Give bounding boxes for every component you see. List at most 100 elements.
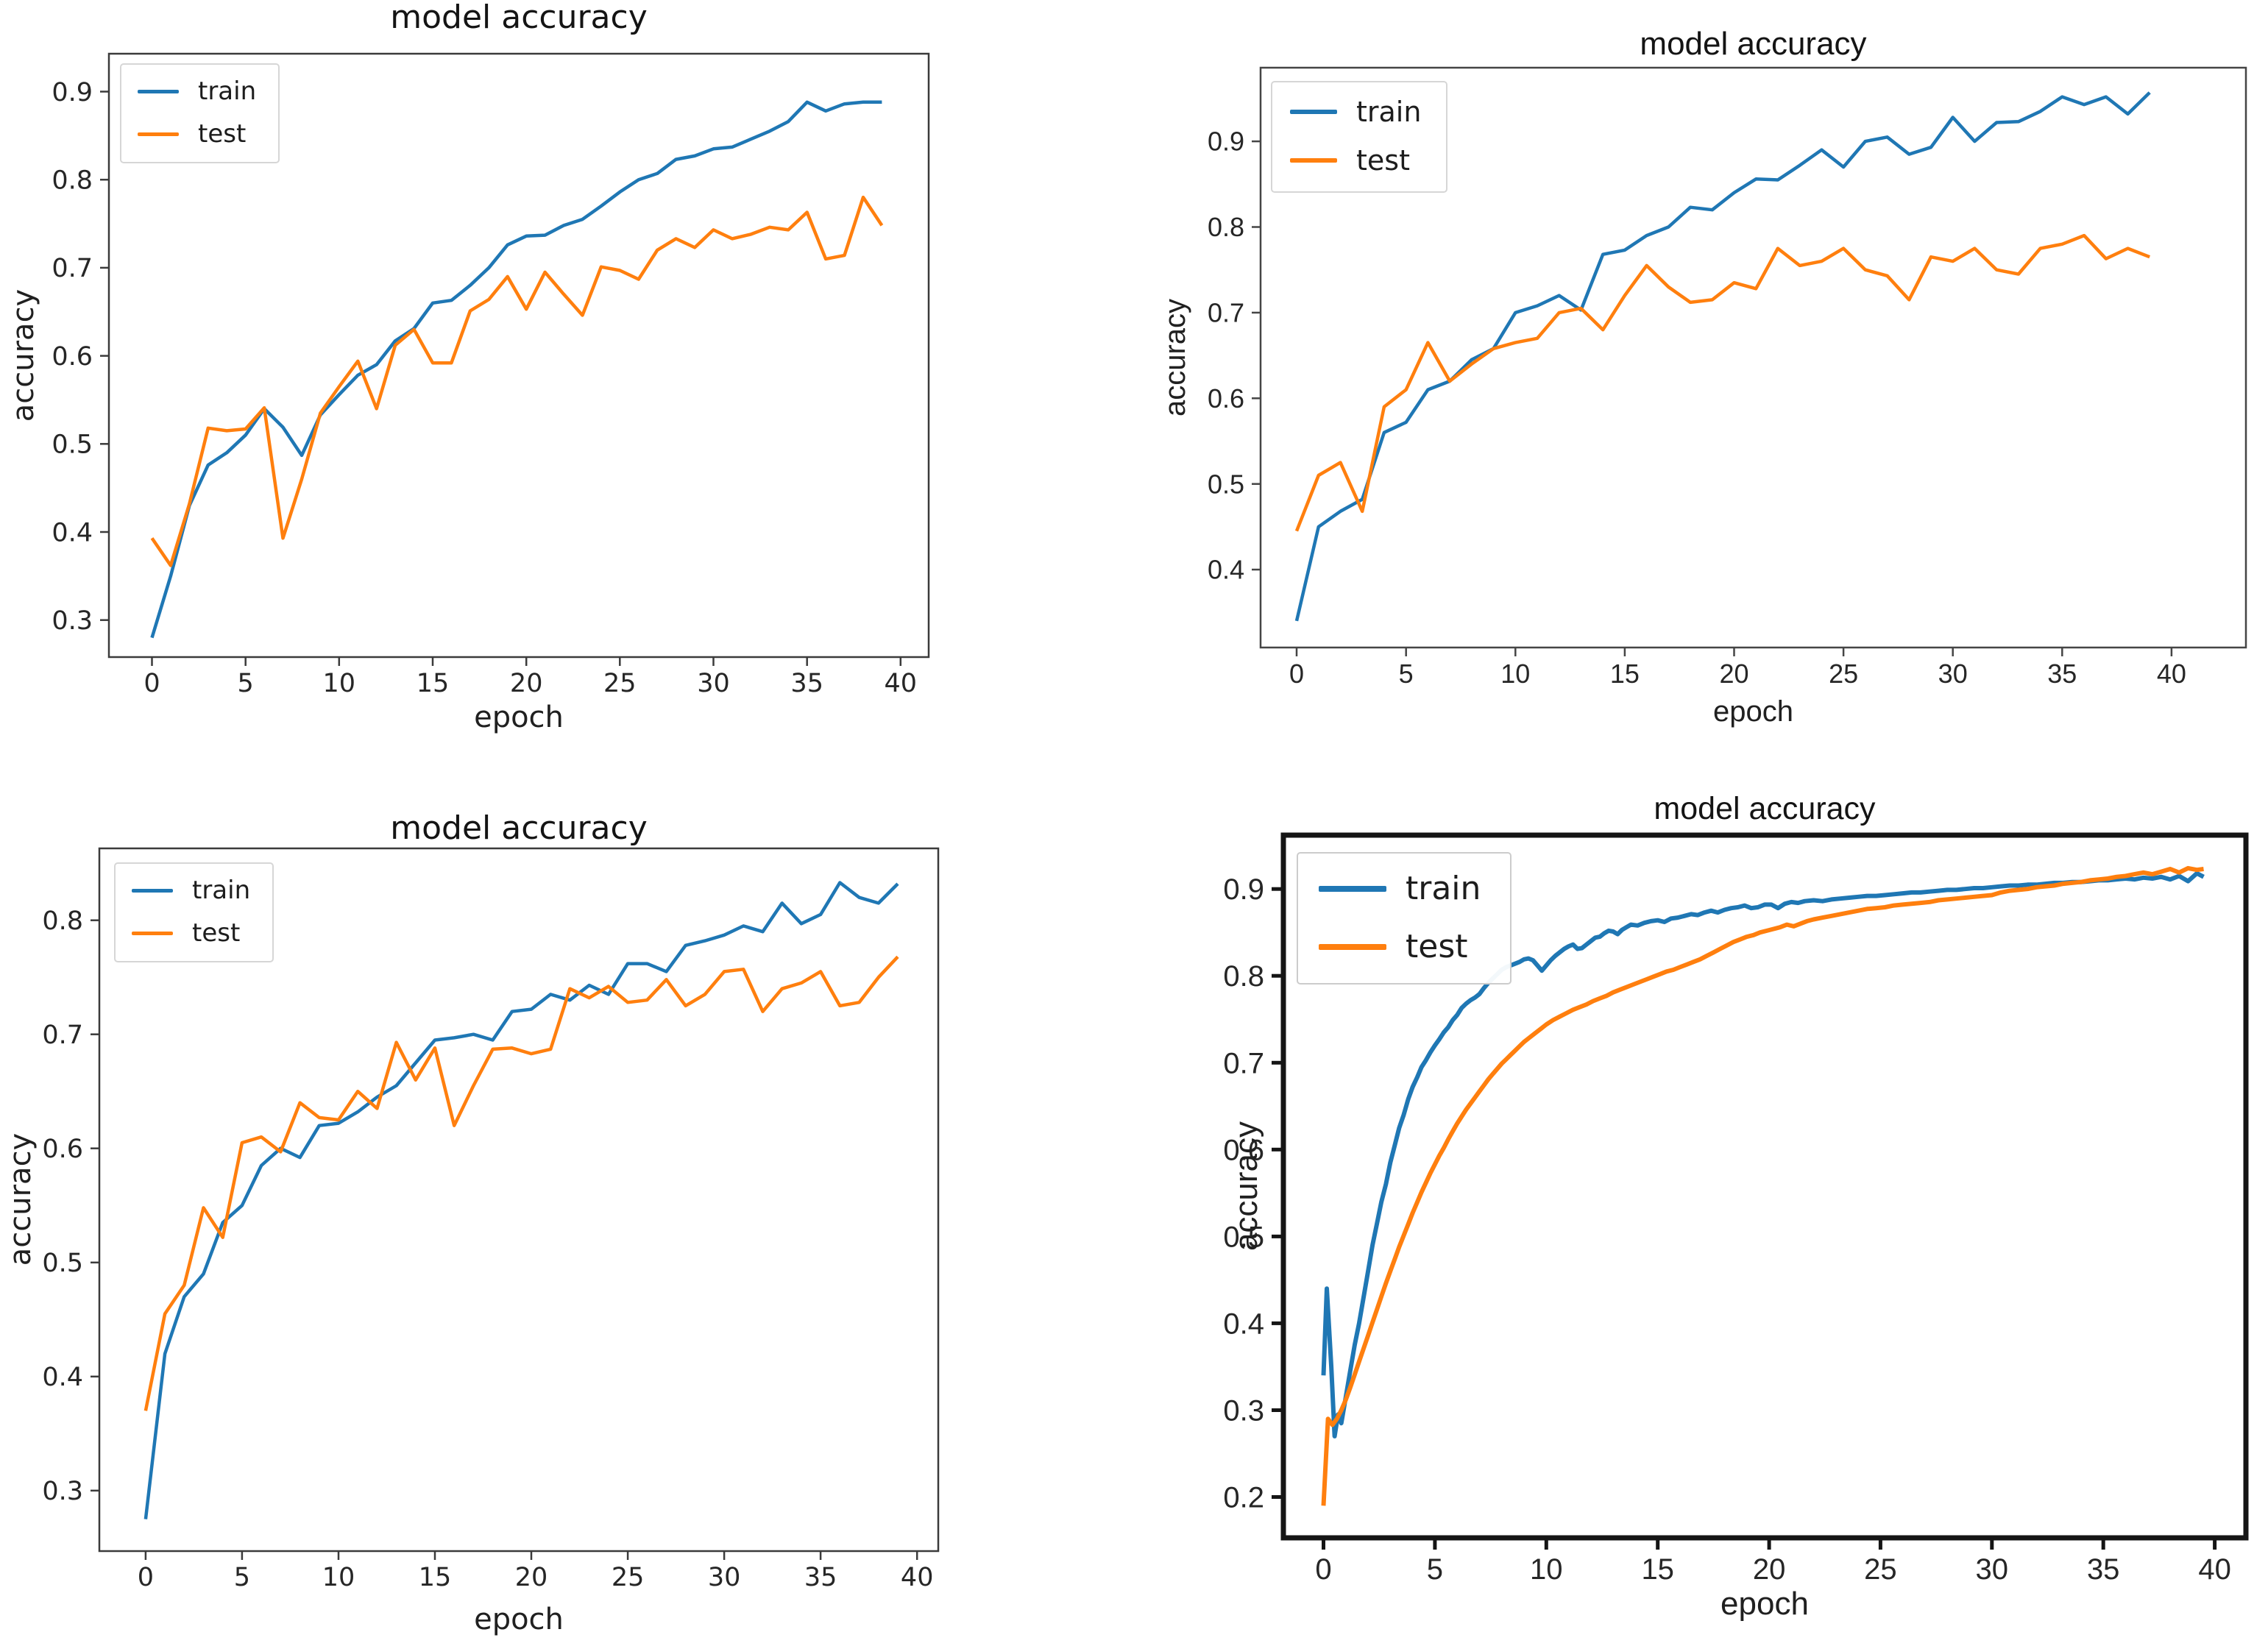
- svg-text:25: 25: [603, 669, 637, 698]
- svg-text:10: 10: [323, 669, 356, 698]
- svg-text:40: 40: [2198, 1553, 2231, 1586]
- svg-text:35: 35: [804, 1563, 837, 1592]
- svg-text:15: 15: [419, 1563, 452, 1592]
- svg-text:0.3: 0.3: [1223, 1395, 1264, 1427]
- svg-text:20: 20: [1753, 1553, 1786, 1586]
- svg-text:35: 35: [2087, 1553, 2120, 1586]
- svg-text:30: 30: [708, 1563, 741, 1592]
- svg-text:30: 30: [1938, 659, 1968, 689]
- svg-text:0.6: 0.6: [42, 1135, 83, 1164]
- svg-text:0.5: 0.5: [1208, 469, 1244, 499]
- svg-text:0.7: 0.7: [42, 1021, 83, 1050]
- svg-text:10: 10: [322, 1563, 355, 1592]
- legend: train test: [120, 63, 280, 163]
- plot-bottom-right: 0 5 10 15 20 25 30 35 40 0.2 0.3 0.4 0.5 0.6 0.7 0.8 0.9: [1223, 832, 2249, 1586]
- plot-bottom-left: 0 5 10 15 20 25 30 35 40 0.3 0.4 0.5 0.6 0.7 0.8: [42, 847, 940, 1592]
- y-axis-label: accuracy: [4, 1132, 38, 1266]
- svg-text:5: 5: [234, 1563, 250, 1592]
- svg-text:15: 15: [417, 669, 450, 698]
- svg-text:0.6: 0.6: [52, 342, 93, 372]
- svg-text:0.8: 0.8: [42, 907, 83, 936]
- svg-text:40: 40: [885, 669, 918, 698]
- x-axis-label: epoch: [1721, 1586, 1809, 1622]
- svg-text:0.6: 0.6: [1223, 1134, 1264, 1166]
- svg-text:25: 25: [1864, 1553, 1897, 1586]
- y-axis-label: accuracy: [1228, 1121, 1264, 1252]
- svg-text:30: 30: [697, 669, 730, 698]
- svg-text:0: 0: [1315, 1553, 1331, 1586]
- svg-text:0.5: 0.5: [1223, 1221, 1264, 1253]
- svg-text:0.9: 0.9: [52, 78, 93, 107]
- svg-text:0.4: 0.4: [1208, 555, 1244, 585]
- svg-text:35: 35: [2047, 659, 2077, 689]
- svg-text:40: 40: [2157, 659, 2186, 689]
- test-line-swatch: [1290, 158, 1337, 163]
- plot-top-right: 0 5 10 15 20 25 30 35 40 0.4 0.5 0.6 0.7 0.8 0.9: [1208, 66, 2247, 689]
- svg-text:40: 40: [901, 1563, 934, 1592]
- svg-text:0.5: 0.5: [42, 1249, 83, 1278]
- svg-text:5: 5: [238, 669, 254, 698]
- legend-label-train: train: [192, 876, 251, 905]
- svg-text:0: 0: [143, 669, 160, 698]
- legend-label-train: train: [198, 77, 257, 106]
- svg-text:0.3: 0.3: [52, 606, 93, 636]
- legend-item-test: test: [1290, 144, 1421, 177]
- legend-label-train: train: [1406, 870, 1481, 907]
- svg-text:25: 25: [1829, 659, 1858, 689]
- legend-label-test: test: [198, 119, 247, 149]
- legend: train test: [1297, 852, 1512, 985]
- svg-text:20: 20: [515, 1563, 548, 1592]
- svg-text:20: 20: [1719, 659, 1748, 689]
- legend-label-train: train: [1356, 96, 1422, 128]
- svg-text:20: 20: [510, 669, 543, 698]
- svg-text:0.5: 0.5: [52, 430, 93, 460]
- legend: train test: [1271, 81, 1448, 193]
- svg-text:30: 30: [1976, 1553, 2009, 1586]
- svg-text:0.7: 0.7: [1208, 298, 1244, 328]
- chart-title: model accuracy: [390, 0, 648, 36]
- svg-text:0.4: 0.4: [42, 1363, 83, 1392]
- legend-label-test: test: [1356, 144, 1410, 177]
- svg-text:5: 5: [1399, 659, 1414, 689]
- x-axis-label: epoch: [474, 1603, 564, 1636]
- test-line-swatch: [1319, 943, 1386, 950]
- y-axis-label: accuracy: [7, 288, 40, 422]
- svg-text:0.8: 0.8: [52, 166, 93, 195]
- svg-text:10: 10: [1530, 1553, 1563, 1586]
- chart-title: model accuracy: [390, 809, 648, 847]
- svg-text:0.9: 0.9: [1208, 127, 1244, 157]
- svg-text:0.8: 0.8: [1208, 212, 1244, 242]
- svg-text:15: 15: [1641, 1553, 1674, 1586]
- svg-text:15: 15: [1610, 659, 1640, 689]
- test-line-swatch: [138, 132, 179, 136]
- svg-text:0.9: 0.9: [1223, 873, 1264, 906]
- legend-item-test: test: [1319, 928, 1481, 965]
- legend-item-train: train: [1319, 870, 1481, 907]
- svg-text:0.6: 0.6: [1208, 383, 1244, 414]
- legend-item-train: train: [132, 876, 250, 905]
- x-axis-label: epoch: [474, 700, 564, 734]
- svg-text:0.7: 0.7: [1223, 1047, 1264, 1079]
- train-line-swatch: [138, 89, 179, 93]
- train-line-swatch: [1290, 110, 1337, 114]
- svg-text:5: 5: [1427, 1553, 1443, 1586]
- chart-title: model accuracy: [1654, 791, 1876, 826]
- chart-title: model accuracy: [1640, 26, 1867, 62]
- legend-item-test: test: [138, 119, 256, 149]
- svg-text:0.4: 0.4: [1223, 1308, 1264, 1340]
- y-axis-label: accuracy: [1158, 298, 1191, 417]
- x-axis-label: epoch: [1713, 695, 1793, 728]
- legend-item-train: train: [138, 77, 256, 106]
- svg-text:0.3: 0.3: [42, 1477, 83, 1506]
- train-line-swatch: [132, 888, 173, 893]
- legend-label-test: test: [1406, 928, 1468, 965]
- legend-label-test: test: [192, 918, 241, 948]
- test-line-swatch: [132, 931, 173, 935]
- train-line-swatch: [1319, 885, 1386, 892]
- svg-text:10: 10: [1500, 659, 1530, 689]
- legend-item-train: train: [1290, 96, 1421, 128]
- svg-text:0.4: 0.4: [52, 518, 93, 547]
- svg-text:25: 25: [612, 1563, 645, 1592]
